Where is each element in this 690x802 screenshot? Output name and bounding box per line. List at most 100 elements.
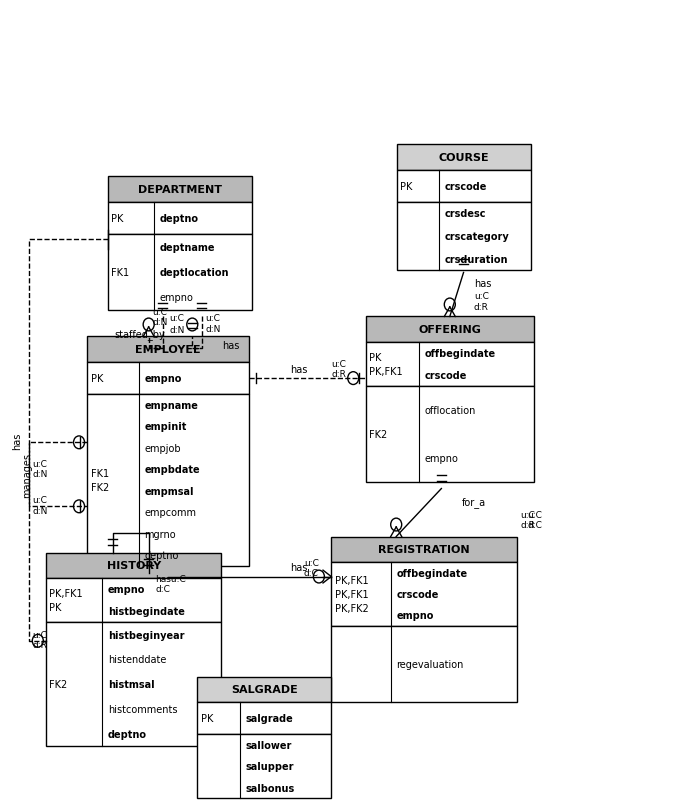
- Text: offbegindate: offbegindate: [396, 568, 467, 578]
- Text: u:C: u:C: [170, 314, 184, 323]
- Text: DEPARTMENT: DEPARTMENT: [138, 185, 222, 195]
- Text: d:R: d:R: [474, 302, 489, 311]
- FancyBboxPatch shape: [331, 626, 517, 703]
- FancyBboxPatch shape: [366, 387, 534, 483]
- Text: deptno: deptno: [108, 729, 147, 739]
- Text: histmsal: histmsal: [108, 679, 155, 690]
- FancyBboxPatch shape: [397, 203, 531, 271]
- Text: SALGRADE: SALGRADE: [231, 685, 297, 695]
- Text: hasu:C: hasu:C: [155, 574, 186, 583]
- Text: manages: manages: [22, 452, 32, 497]
- Text: salbonus: salbonus: [246, 783, 295, 792]
- Text: d:N: d:N: [32, 506, 48, 515]
- Text: crsdesc: crsdesc: [445, 209, 486, 219]
- FancyBboxPatch shape: [197, 703, 331, 735]
- Text: u:C: u:C: [152, 308, 167, 317]
- Text: d:N: d:N: [152, 318, 168, 327]
- FancyBboxPatch shape: [108, 203, 253, 235]
- Text: has: has: [12, 432, 21, 449]
- Text: PK,FK1
PK: PK,FK1 PK: [50, 589, 83, 613]
- Text: histbegindate: histbegindate: [108, 606, 184, 617]
- Text: mgrno: mgrno: [144, 529, 176, 539]
- FancyBboxPatch shape: [366, 342, 534, 387]
- FancyBboxPatch shape: [197, 677, 331, 703]
- Text: PK,FK1
PK,FK1
PK,FK2: PK,FK1 PK,FK1 PK,FK2: [335, 576, 368, 614]
- Text: d:C: d:C: [304, 569, 319, 577]
- Text: EMPLOYEE: EMPLOYEE: [135, 345, 201, 354]
- Text: deptno: deptno: [159, 214, 199, 224]
- Text: empno: empno: [425, 454, 459, 464]
- Text: histcomments: histcomments: [108, 704, 177, 714]
- Text: u:C: u:C: [205, 314, 220, 323]
- FancyBboxPatch shape: [397, 171, 531, 203]
- Text: COURSE: COURSE: [438, 153, 489, 163]
- Text: d:N: d:N: [205, 325, 221, 334]
- Text: for_a: for_a: [462, 497, 486, 508]
- FancyBboxPatch shape: [366, 317, 534, 342]
- Text: deptlocation: deptlocation: [159, 268, 229, 277]
- FancyBboxPatch shape: [46, 553, 221, 578]
- Text: u:C: u:C: [520, 510, 535, 519]
- Text: u:C: u:C: [331, 359, 346, 369]
- Text: empinit: empinit: [144, 422, 187, 431]
- Text: histenddate: histenddate: [108, 654, 166, 665]
- Text: PK
PK,FK1: PK PK,FK1: [369, 353, 403, 377]
- Text: empbdate: empbdate: [144, 465, 200, 475]
- Text: has: has: [222, 341, 239, 351]
- Text: empcomm: empcomm: [144, 508, 197, 518]
- Text: regevaluation: regevaluation: [396, 659, 464, 670]
- FancyBboxPatch shape: [108, 235, 253, 310]
- Text: sallower: sallower: [246, 740, 292, 750]
- Text: PK: PK: [90, 374, 103, 383]
- Text: salgrade: salgrade: [246, 713, 293, 723]
- Text: u:C: u:C: [474, 292, 489, 301]
- Text: crscode: crscode: [445, 182, 487, 192]
- Text: has: has: [290, 562, 308, 573]
- Text: PK: PK: [111, 214, 124, 224]
- FancyBboxPatch shape: [46, 578, 221, 622]
- FancyBboxPatch shape: [331, 562, 517, 626]
- Text: crscode: crscode: [425, 371, 467, 381]
- Text: crscategory: crscategory: [445, 232, 510, 241]
- Text: d:N: d:N: [32, 469, 48, 478]
- Text: u:C: u:C: [32, 496, 47, 504]
- Text: u:C: u:C: [32, 460, 47, 468]
- Text: d:N: d:N: [170, 326, 185, 335]
- Text: u:C: u:C: [32, 630, 47, 639]
- Text: HISTORY: HISTORY: [106, 561, 161, 571]
- Text: FK1
FK2: FK1 FK2: [90, 468, 109, 492]
- Text: offlocation: offlocation: [425, 406, 476, 415]
- Text: deptname: deptname: [159, 242, 215, 253]
- Text: d:R: d:R: [520, 520, 535, 529]
- FancyBboxPatch shape: [331, 537, 517, 562]
- Text: d:R: d:R: [32, 640, 47, 650]
- Text: offbegindate: offbegindate: [425, 349, 496, 358]
- Text: d:C: d:C: [155, 584, 170, 593]
- Text: salupper: salupper: [246, 761, 294, 772]
- FancyBboxPatch shape: [46, 622, 221, 747]
- Text: empno: empno: [396, 611, 433, 621]
- Text: empmsal: empmsal: [144, 486, 194, 496]
- FancyBboxPatch shape: [88, 395, 249, 566]
- FancyBboxPatch shape: [88, 337, 249, 363]
- Text: staffed_by: staffed_by: [115, 329, 166, 340]
- Text: empjob: empjob: [144, 444, 181, 453]
- Text: FK1: FK1: [111, 268, 130, 277]
- Text: d:R: d:R: [331, 370, 346, 379]
- Text: deptno: deptno: [144, 551, 179, 561]
- Text: crscode: crscode: [396, 589, 439, 599]
- Text: FK2: FK2: [50, 679, 68, 690]
- Text: u:C: u:C: [527, 510, 542, 519]
- Text: has: has: [290, 364, 308, 375]
- Text: empno: empno: [144, 374, 182, 383]
- Text: crsduration: crsduration: [445, 254, 509, 265]
- Text: OFFERING: OFFERING: [418, 325, 481, 335]
- FancyBboxPatch shape: [88, 363, 249, 395]
- Text: has: has: [474, 279, 491, 289]
- Text: empname: empname: [144, 400, 198, 411]
- Text: REGISTRATION: REGISTRATION: [378, 545, 470, 555]
- Text: PK: PK: [201, 713, 213, 723]
- FancyBboxPatch shape: [108, 177, 253, 203]
- Text: FK2: FK2: [369, 430, 387, 439]
- FancyBboxPatch shape: [197, 735, 331, 798]
